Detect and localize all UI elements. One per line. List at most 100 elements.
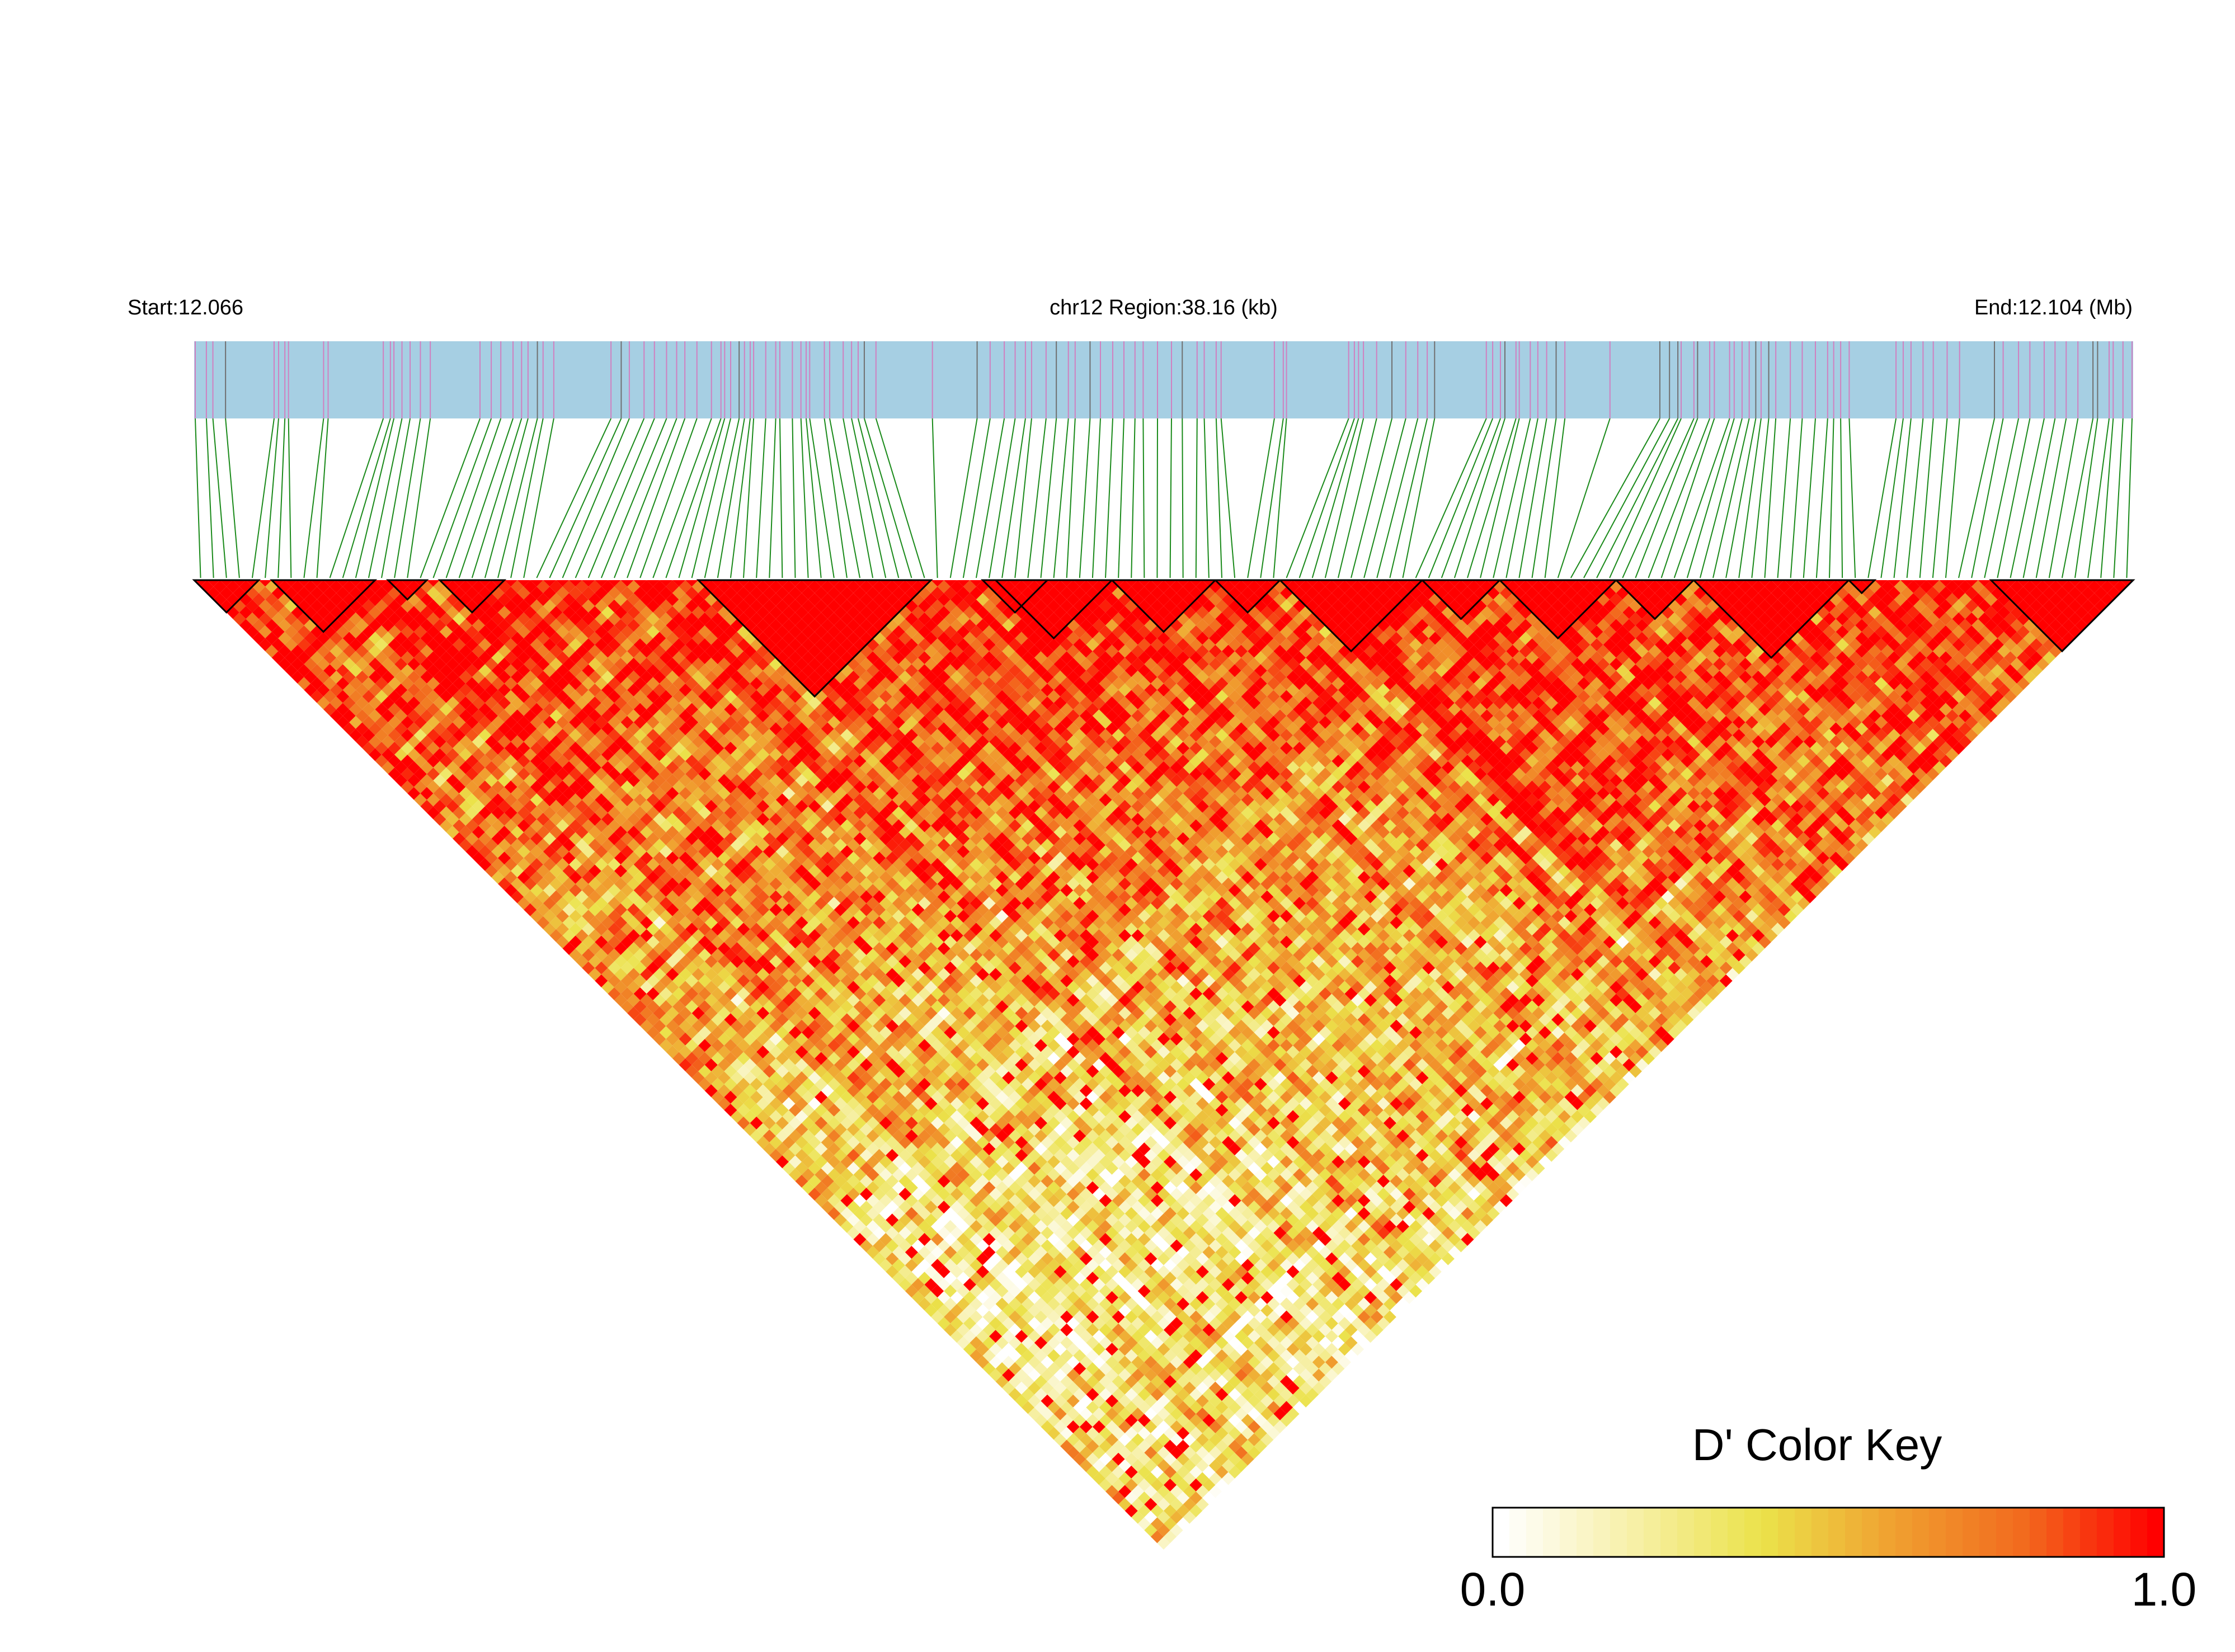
ld-cell xyxy=(1189,1323,1203,1336)
ld-cell xyxy=(1124,1388,1138,1401)
ld-cell xyxy=(472,812,485,826)
ld-cell xyxy=(640,903,653,916)
ld-cell xyxy=(1015,1239,1028,1253)
ld-cell xyxy=(562,722,576,736)
ld-cell xyxy=(388,651,401,665)
ld-cell xyxy=(866,1129,879,1143)
ld-cell xyxy=(556,793,570,807)
ld-cell xyxy=(672,832,686,845)
ld-cell xyxy=(1086,1414,1099,1427)
ld-cell xyxy=(413,651,427,665)
ld-cell xyxy=(375,677,388,690)
ld-cell xyxy=(1157,1433,1170,1447)
ld-cell xyxy=(1157,1394,1170,1408)
ld-cell xyxy=(898,1032,912,1046)
ld-cell xyxy=(1060,1245,1074,1259)
ld-cell xyxy=(802,1000,815,1014)
ld-cell xyxy=(362,638,375,652)
ld-cell xyxy=(1002,1161,1015,1175)
ld-cell xyxy=(679,903,692,916)
ld-cell xyxy=(349,586,363,600)
ld-cell xyxy=(426,703,440,716)
ld-cell xyxy=(394,632,408,645)
ld-cell xyxy=(556,935,570,949)
ld-cell xyxy=(666,799,679,813)
ld-cell xyxy=(1137,1504,1151,1518)
ld-cell xyxy=(1189,1478,1203,1492)
ld-cell xyxy=(775,1039,789,1052)
ld-cell xyxy=(401,677,414,690)
ld-cell xyxy=(730,877,744,891)
ld-cell xyxy=(478,858,492,871)
ld-cell xyxy=(659,806,672,820)
ld-cell xyxy=(685,1026,699,1039)
ld-cell xyxy=(1092,1394,1106,1408)
ld-cell xyxy=(1208,1472,1222,1485)
ld-cell xyxy=(1060,1232,1074,1246)
ld-cell xyxy=(815,1142,828,1156)
ld-cell xyxy=(433,644,446,658)
snp-connector xyxy=(195,418,201,578)
ld-cell xyxy=(1060,1284,1074,1298)
ld-cell xyxy=(239,580,252,594)
ld-cell xyxy=(530,897,543,910)
ld-cell xyxy=(892,1142,905,1156)
ld-cell xyxy=(724,974,737,987)
ld-cell xyxy=(905,1220,918,1233)
ld-cell xyxy=(1034,1168,1048,1182)
ld-cell xyxy=(588,735,601,749)
snp-connector xyxy=(769,418,777,578)
ld-cell xyxy=(995,1310,1009,1324)
ld-cell xyxy=(433,748,446,761)
ld-cell xyxy=(905,1026,918,1039)
ld-cell xyxy=(892,1129,905,1143)
ld-cell xyxy=(323,612,337,625)
ld-cell xyxy=(556,910,570,923)
ld-cell xyxy=(271,612,285,625)
ld-cell xyxy=(491,612,505,625)
ld-cell xyxy=(892,1155,905,1169)
ld-cell xyxy=(433,619,446,632)
ld-cell xyxy=(511,774,524,787)
ld-cell xyxy=(886,1201,899,1214)
ld-cell xyxy=(737,1013,750,1027)
ld-cell xyxy=(821,1201,834,1214)
ld-cell xyxy=(459,670,472,684)
ld-cell xyxy=(931,1259,944,1272)
ld-cell xyxy=(646,1013,660,1027)
ld-cell xyxy=(459,826,472,839)
ld-cell xyxy=(595,754,608,768)
ld-cell xyxy=(763,1077,776,1091)
ld-cell xyxy=(1092,1265,1106,1278)
ld-cell xyxy=(549,670,563,684)
ld-cell xyxy=(995,1349,1009,1362)
ld-cell xyxy=(484,670,498,684)
ld-cell xyxy=(1086,1323,1099,1336)
ld-cell xyxy=(530,716,543,729)
ld-cell xyxy=(543,703,556,716)
ld-cell xyxy=(375,741,388,755)
ld-cell xyxy=(730,916,744,929)
ld-cell xyxy=(388,638,401,652)
snp-connector xyxy=(1867,418,1897,578)
ld-cell xyxy=(795,1123,808,1136)
ld-cell xyxy=(782,981,796,994)
ld-cell xyxy=(976,1123,990,1136)
ld-cell xyxy=(1228,1452,1241,1466)
ld-cell xyxy=(963,1110,976,1123)
ld-cell xyxy=(1112,1465,1125,1479)
ld-cell xyxy=(1002,1343,1015,1356)
ld-cell xyxy=(582,870,595,884)
ld-cell xyxy=(362,586,375,600)
ld-cell xyxy=(646,935,660,949)
snp-connector xyxy=(1363,418,1406,578)
ld-cell xyxy=(931,1284,944,1298)
ld-cell xyxy=(1060,1220,1074,1233)
ld-cell xyxy=(472,761,485,774)
ld-cell xyxy=(1170,1446,1183,1460)
ld-cell xyxy=(465,845,479,858)
ld-cell xyxy=(1092,1407,1106,1420)
ld-cell xyxy=(970,1232,983,1246)
ld-cell xyxy=(698,987,712,1000)
ld-cell xyxy=(782,1136,796,1149)
